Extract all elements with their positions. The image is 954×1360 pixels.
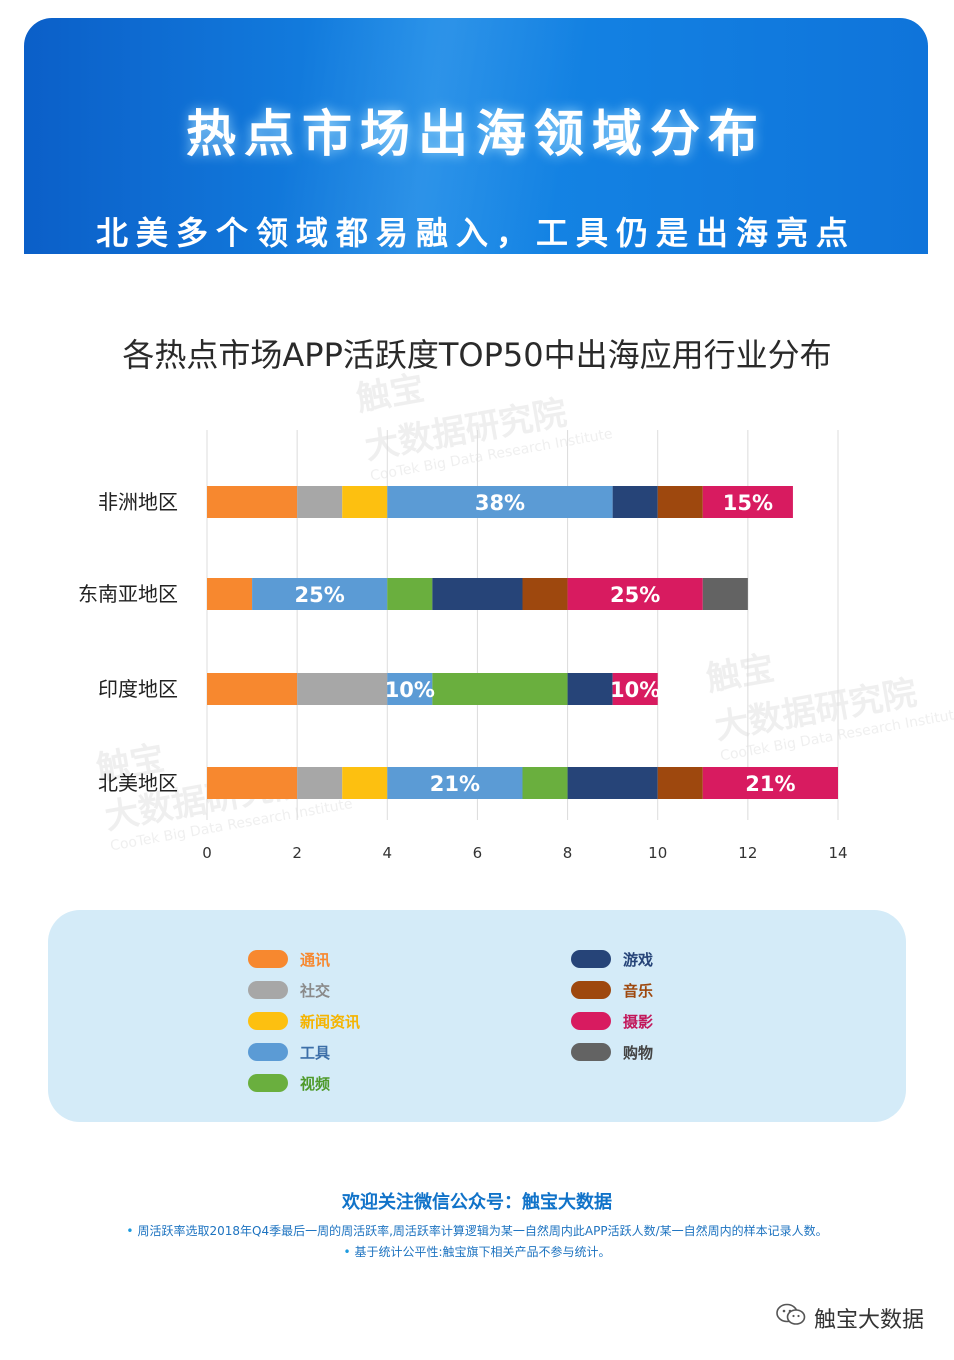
bar-segment — [522, 767, 568, 799]
stacked-bar-chart: 0 2 4 6 8 10 12 14 非洲地区 38% 15% 东南亚地区 25% 25% 印度地区 10% 1… — [78, 430, 848, 862]
follow-text: 欢迎关注微信公众号：触宝大数据 — [342, 1192, 612, 1213]
legend-label: 购物 — [623, 1043, 654, 1062]
legend-item: 新闻资讯 — [248, 1010, 360, 1032]
legend-swatch — [571, 950, 611, 968]
bar-segment — [207, 486, 298, 518]
bar-segment — [297, 767, 343, 799]
x-tick-label: 8 — [563, 844, 573, 862]
x-tick-label: 14 — [828, 844, 847, 862]
data-label: 21% — [430, 772, 480, 796]
legend-swatch — [248, 1043, 288, 1061]
bar-segment — [432, 673, 568, 705]
legend-label: 音乐 — [623, 981, 654, 1000]
bar-segment — [657, 486, 703, 518]
footnote-2: • 基于统计公平性:触宝旗下相关产品不参与统计。 — [343, 1245, 611, 1259]
bar-segment — [612, 673, 658, 705]
legend-item: 社交 — [248, 979, 330, 1001]
legend-item: 视频 — [248, 1072, 330, 1094]
bar-segment — [207, 673, 298, 705]
legend-item: 通讯 — [248, 948, 330, 970]
legend-swatch — [571, 1043, 611, 1061]
bar-segment — [342, 767, 388, 799]
bar-segment — [387, 578, 433, 610]
legend-swatch — [248, 950, 288, 968]
page-subtitle: 北美多个领域都易融入，工具仍是出海亮点 — [95, 214, 856, 252]
data-label: 10% — [385, 678, 435, 702]
data-label: 25% — [610, 583, 660, 607]
legend-item: 游戏 — [571, 948, 653, 970]
legend-label: 游戏 — [623, 950, 654, 969]
x-tick-label: 2 — [292, 844, 302, 862]
legend-panel: 通讯社交新闻资讯工具视频 游戏音乐摄影购物 — [48, 910, 906, 1122]
bar-segment — [207, 578, 253, 610]
bar-segment — [612, 486, 658, 518]
data-label: 25% — [295, 583, 345, 607]
x-tick-label: 4 — [383, 844, 393, 862]
legend-label: 工具 — [300, 1043, 331, 1062]
data-label: 10% — [610, 678, 660, 702]
brand-badge: 触宝大数据 — [776, 1302, 924, 1334]
bar-segment — [297, 673, 388, 705]
category-label: 印度地区 — [98, 677, 178, 701]
legend-swatch — [248, 1074, 288, 1092]
wechat-icon — [776, 1302, 806, 1334]
category-label: 北美地区 — [98, 771, 178, 795]
category-label: 非洲地区 — [98, 490, 178, 514]
bar-segment — [702, 578, 748, 610]
legend-item: 工具 — [248, 1041, 330, 1063]
legend-swatch — [248, 981, 288, 999]
bar-segment — [432, 578, 523, 610]
legend-label: 新闻资讯 — [300, 1012, 361, 1031]
x-tick-label: 6 — [473, 844, 483, 862]
page-title: 热点市场出海领域分布 — [186, 105, 766, 163]
data-label: 38% — [475, 491, 525, 515]
legend-label: 视频 — [300, 1074, 331, 1093]
legend-swatch — [571, 981, 611, 999]
bar-segment — [567, 673, 613, 705]
bar-segment — [387, 767, 523, 799]
bar-segment — [567, 767, 658, 799]
bar-segment — [252, 578, 388, 610]
brand-label: 触宝大数据 — [813, 1308, 924, 1333]
legend-label: 摄影 — [623, 1012, 654, 1031]
category-label: 东南亚地区 — [78, 582, 178, 606]
legend-swatch — [248, 1012, 288, 1030]
data-label: 21% — [745, 772, 795, 796]
x-tick-label: 0 — [202, 844, 212, 862]
bar-segment — [522, 578, 568, 610]
bar-segment — [702, 767, 838, 799]
x-tick-label: 12 — [738, 844, 757, 862]
data-label: 15% — [723, 491, 773, 515]
footnote-1: • 周活跃率选取2018年Q4季最后一周的周活跃率,周活跃率计算逻辑为某一自然周内… — [126, 1224, 828, 1238]
legend-item: 音乐 — [571, 979, 653, 1001]
bar-segment — [702, 486, 793, 518]
bar-segment — [342, 486, 388, 518]
bar-segment — [297, 486, 343, 518]
x-tick-label: 10 — [648, 844, 667, 862]
bar-segment — [387, 673, 433, 705]
header-banner: 热点市场出海领域分布 北美多个领域都易融入，工具仍是出海亮点 — [24, 18, 928, 254]
legend-label: 通讯 — [300, 950, 331, 969]
legend-item: 摄影 — [571, 1010, 653, 1032]
legend-swatch — [571, 1012, 611, 1030]
chart-title: 各热点市场APP活跃度TOP50中出海应用行业分布 — [122, 336, 832, 374]
bar-segment — [207, 767, 298, 799]
bar-segment — [657, 767, 703, 799]
bar-segment — [387, 486, 613, 518]
legend-item: 购物 — [571, 1041, 653, 1063]
legend-label: 社交 — [300, 981, 331, 1000]
bar-segment — [567, 578, 703, 610]
